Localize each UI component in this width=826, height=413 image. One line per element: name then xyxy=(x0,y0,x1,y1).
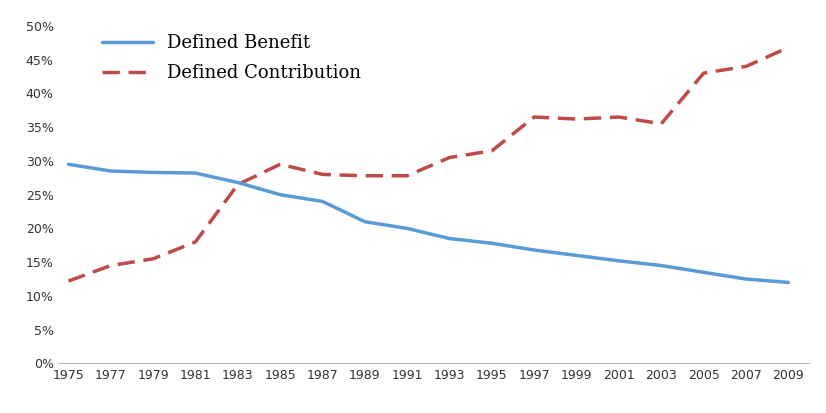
Defined Benefit xyxy=(572,253,582,258)
Line: Defined Contribution: Defined Contribution xyxy=(69,47,788,281)
Defined Benefit xyxy=(614,259,624,263)
Defined Benefit xyxy=(444,236,454,241)
Defined Contribution xyxy=(572,116,582,121)
Defined Contribution xyxy=(444,155,454,160)
Defined Contribution xyxy=(106,263,116,268)
Defined Contribution xyxy=(402,173,412,178)
Defined Benefit xyxy=(783,280,793,285)
Defined Contribution xyxy=(275,162,285,167)
Defined Contribution xyxy=(317,172,327,177)
Defined Benefit xyxy=(741,277,751,282)
Line: Defined Benefit: Defined Benefit xyxy=(69,164,788,282)
Defined Benefit xyxy=(360,219,370,224)
Defined Benefit xyxy=(657,263,667,268)
Defined Benefit xyxy=(191,171,201,176)
Defined Contribution xyxy=(233,182,243,187)
Defined Contribution xyxy=(614,114,624,119)
Defined Contribution xyxy=(191,240,201,244)
Defined Benefit xyxy=(529,247,539,252)
Defined Contribution xyxy=(783,45,793,50)
Defined Contribution xyxy=(741,64,751,69)
Defined Benefit xyxy=(64,162,74,167)
Defined Benefit xyxy=(402,226,412,231)
Defined Benefit xyxy=(233,180,243,185)
Defined Contribution xyxy=(148,256,158,261)
Legend: Defined Benefit, Defined Contribution: Defined Benefit, Defined Contribution xyxy=(97,28,367,88)
Defined Benefit xyxy=(317,199,327,204)
Defined Contribution xyxy=(657,121,667,126)
Defined Contribution xyxy=(529,114,539,119)
Defined Contribution xyxy=(699,71,709,76)
Defined Benefit xyxy=(148,170,158,175)
Defined Contribution xyxy=(64,279,74,284)
Defined Benefit xyxy=(699,270,709,275)
Defined Benefit xyxy=(275,192,285,197)
Defined Contribution xyxy=(487,148,496,153)
Defined Benefit xyxy=(106,169,116,173)
Defined Contribution xyxy=(360,173,370,178)
Defined Benefit xyxy=(487,241,496,246)
